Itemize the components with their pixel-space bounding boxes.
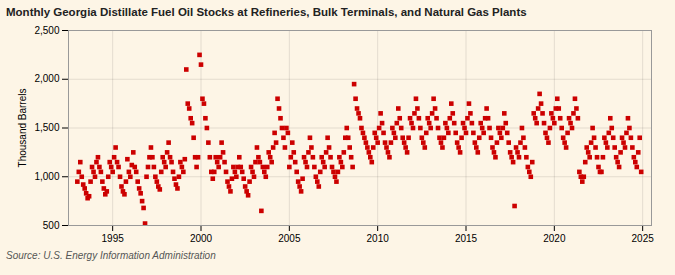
html-text:Monthly Georgia Distillate Fue: Monthly Georgia Distillate Fuel Oil Stoc… [6,6,527,18]
svg-text:2010: 2010 [367,233,390,244]
svg-text:2,500: 2,500 [34,25,59,36]
svg-text:1995: 1995 [102,233,125,244]
svg-text:2015: 2015 [455,233,478,244]
svg-text:500: 500 [43,220,60,231]
html-text:Source: U.S. Energy Informatio: Source: U.S. Energy Information Administ… [6,250,216,261]
svg-text:1,500: 1,500 [34,122,59,133]
svg-text:2000: 2000 [190,233,213,244]
svg-text:2025: 2025 [632,233,655,244]
svg-text:2020: 2020 [543,233,566,244]
svg-text:Thousand Barrels: Thousand Barrels [17,89,28,168]
svg-text:1,000: 1,000 [34,171,59,182]
svg-text:2,000: 2,000 [34,73,59,84]
svg-text:2005: 2005 [278,233,301,244]
